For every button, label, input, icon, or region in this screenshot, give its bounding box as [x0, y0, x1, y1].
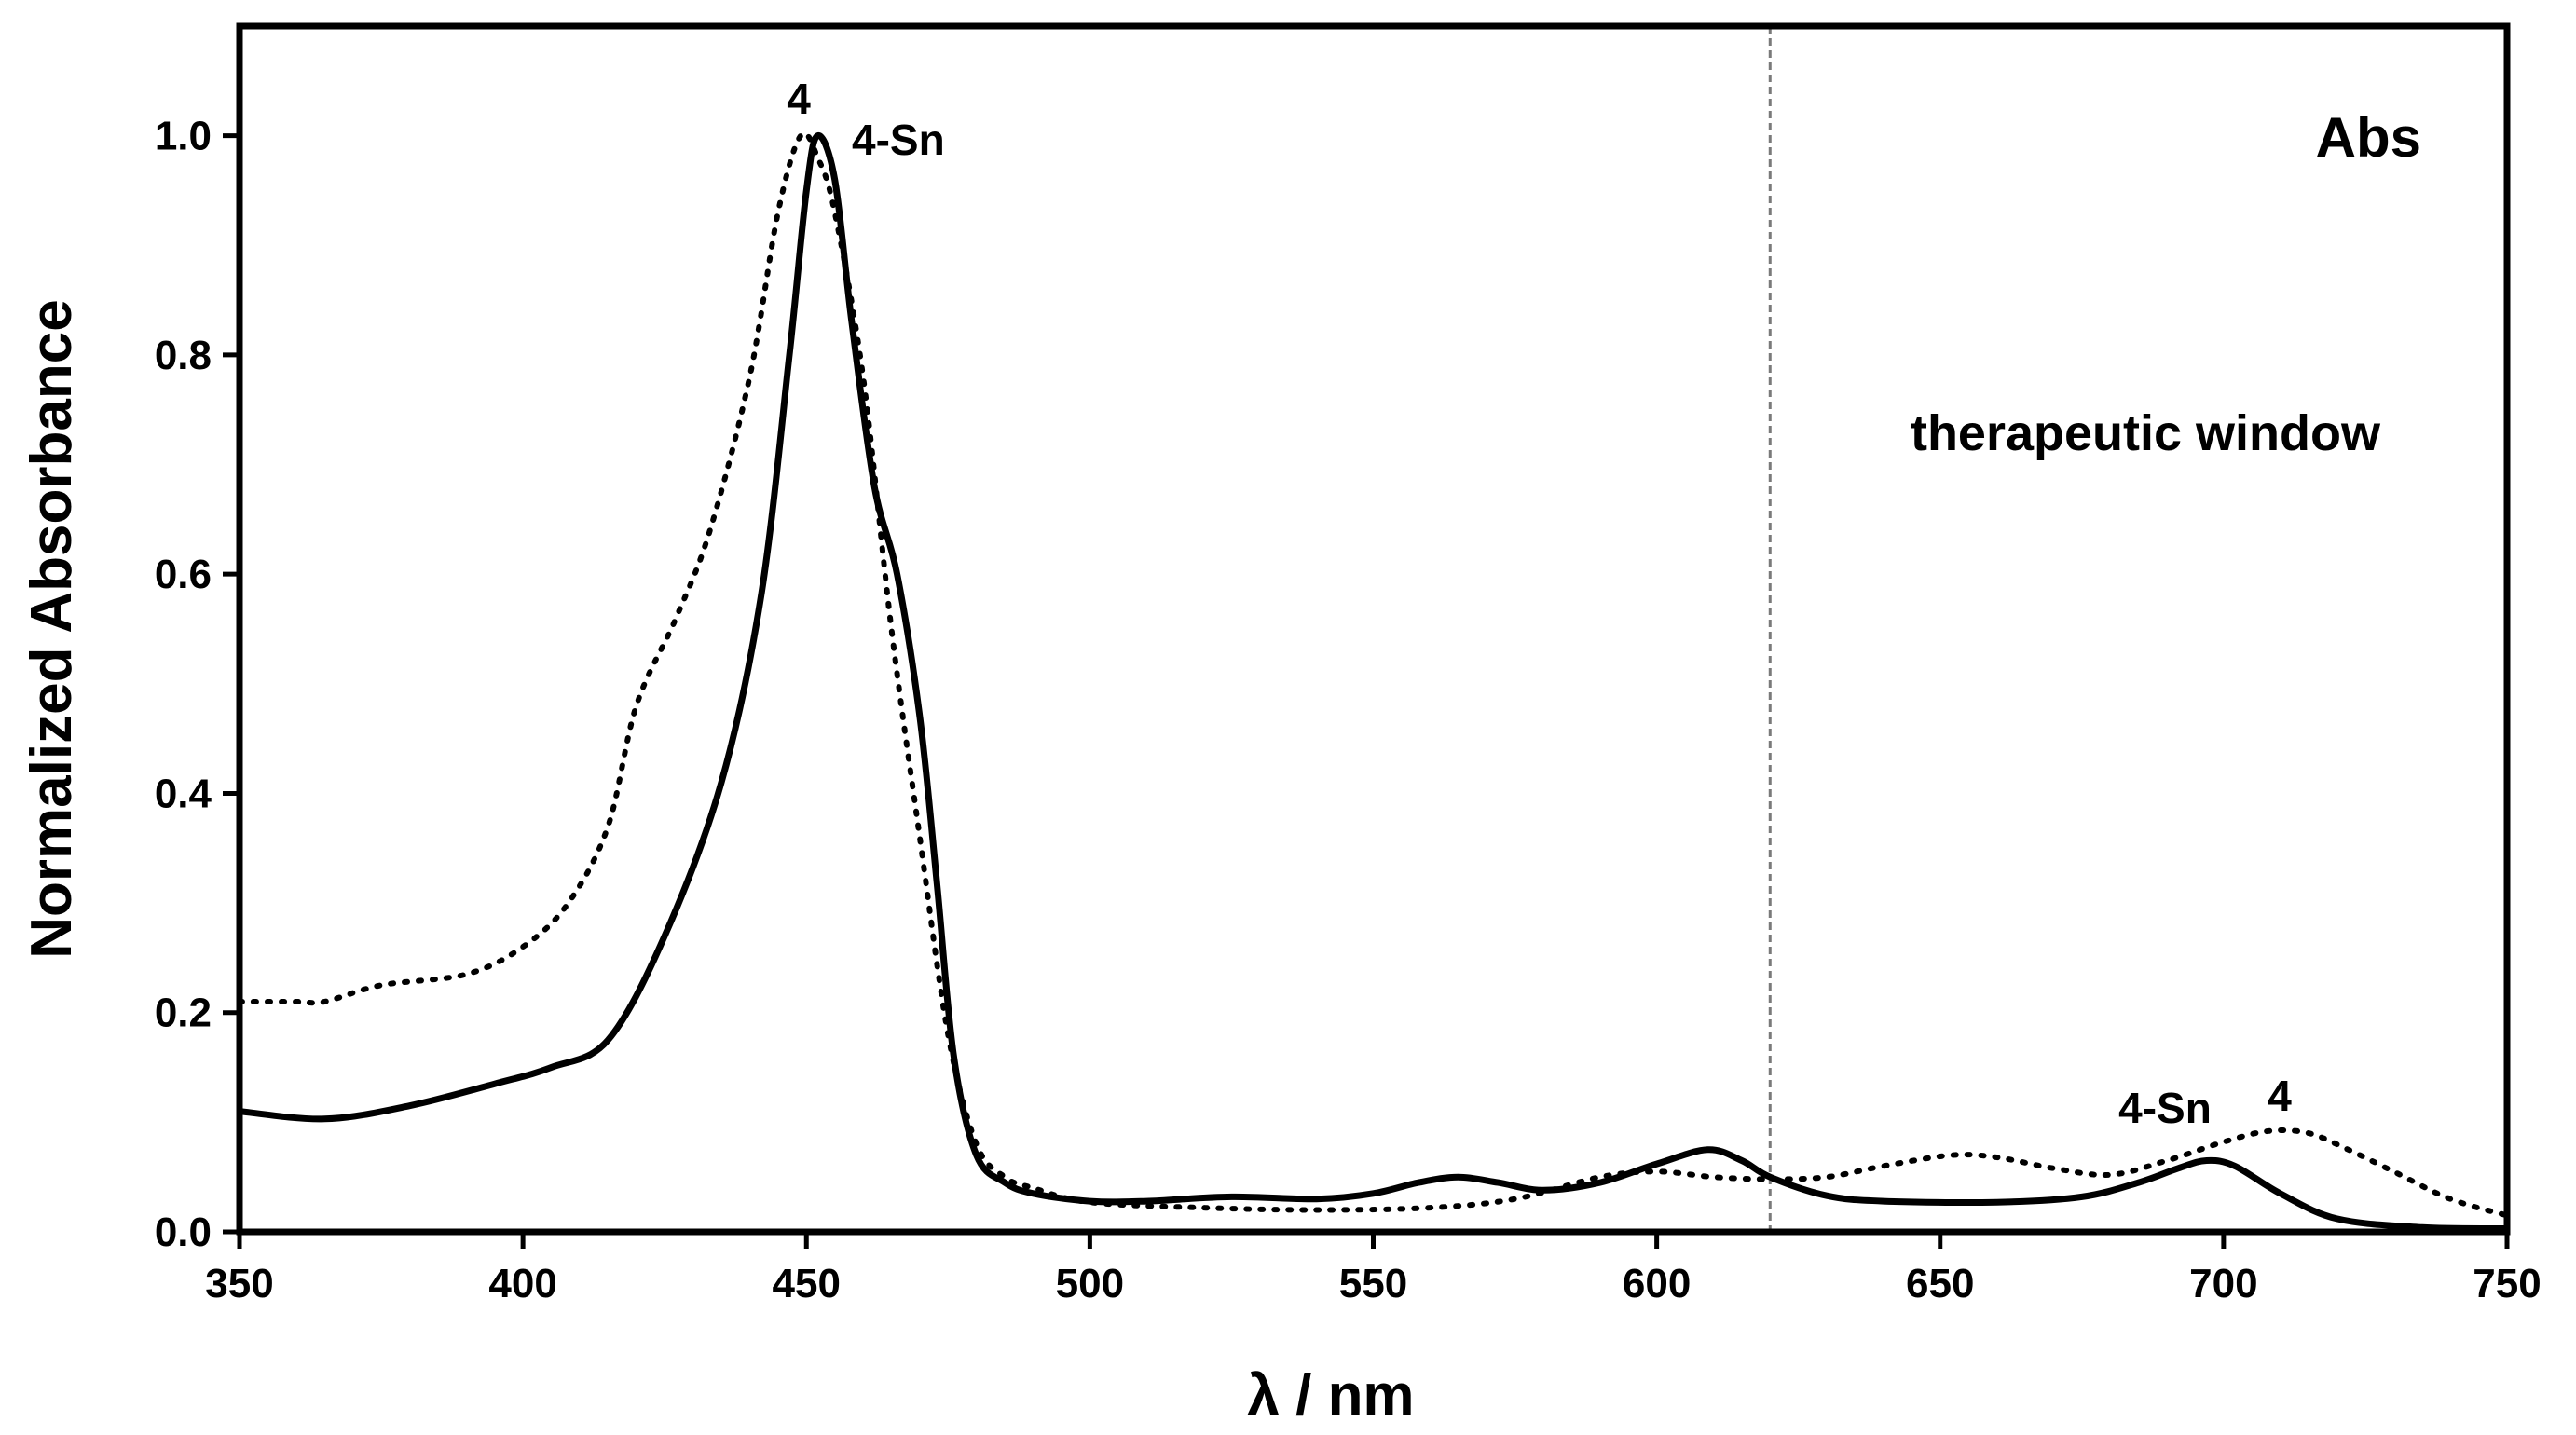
x-axis-title: λ / nm	[1247, 1363, 1414, 1428]
series-4-dotted-curve	[237, 130, 2510, 1219]
therapeutic-window-label: therapeutic window	[1911, 405, 2381, 461]
x-tick-label: 750	[2473, 1261, 2541, 1306]
peak-label-4-sn: 4-Sn	[852, 116, 945, 164]
y-tick-label: 0.0	[155, 1210, 212, 1255]
x-tick-label: 450	[773, 1261, 841, 1306]
peak-label-4: 4	[787, 75, 811, 123]
x-tick-label: 650	[1906, 1261, 1974, 1306]
series-4-sn-solid-curve	[236, 132, 2511, 1233]
q-band-label-4-sn: 4-Sn	[2118, 1084, 2212, 1132]
x-axis-ticks: 350 400 450 500 550 600 650 700 750	[205, 1232, 2542, 1306]
x-tick-label: 400	[488, 1261, 556, 1306]
x-tick-label: 700	[2189, 1261, 2257, 1306]
y-axis-title: Normalized Absorbance	[20, 299, 84, 958]
x-tick-label: 500	[1056, 1261, 1124, 1306]
y-tick-label: 0.6	[155, 552, 212, 597]
x-tick-label: 550	[1339, 1261, 1407, 1306]
y-tick-label: 0.2	[155, 991, 212, 1036]
y-tick-label: 1.0	[155, 114, 212, 159]
x-tick-label: 600	[1623, 1261, 1691, 1306]
x-tick-label: 350	[205, 1261, 273, 1306]
series-group	[236, 130, 2511, 1233]
panel-label-abs: Abs	[2316, 106, 2421, 169]
y-axis-ticks: 0.0 0.2 0.4 0.6 0.8 1.0	[155, 114, 240, 1255]
q-band-label-4: 4	[2268, 1072, 2292, 1120]
y-tick-label: 0.4	[155, 771, 212, 816]
y-tick-label: 0.8	[155, 333, 212, 378]
